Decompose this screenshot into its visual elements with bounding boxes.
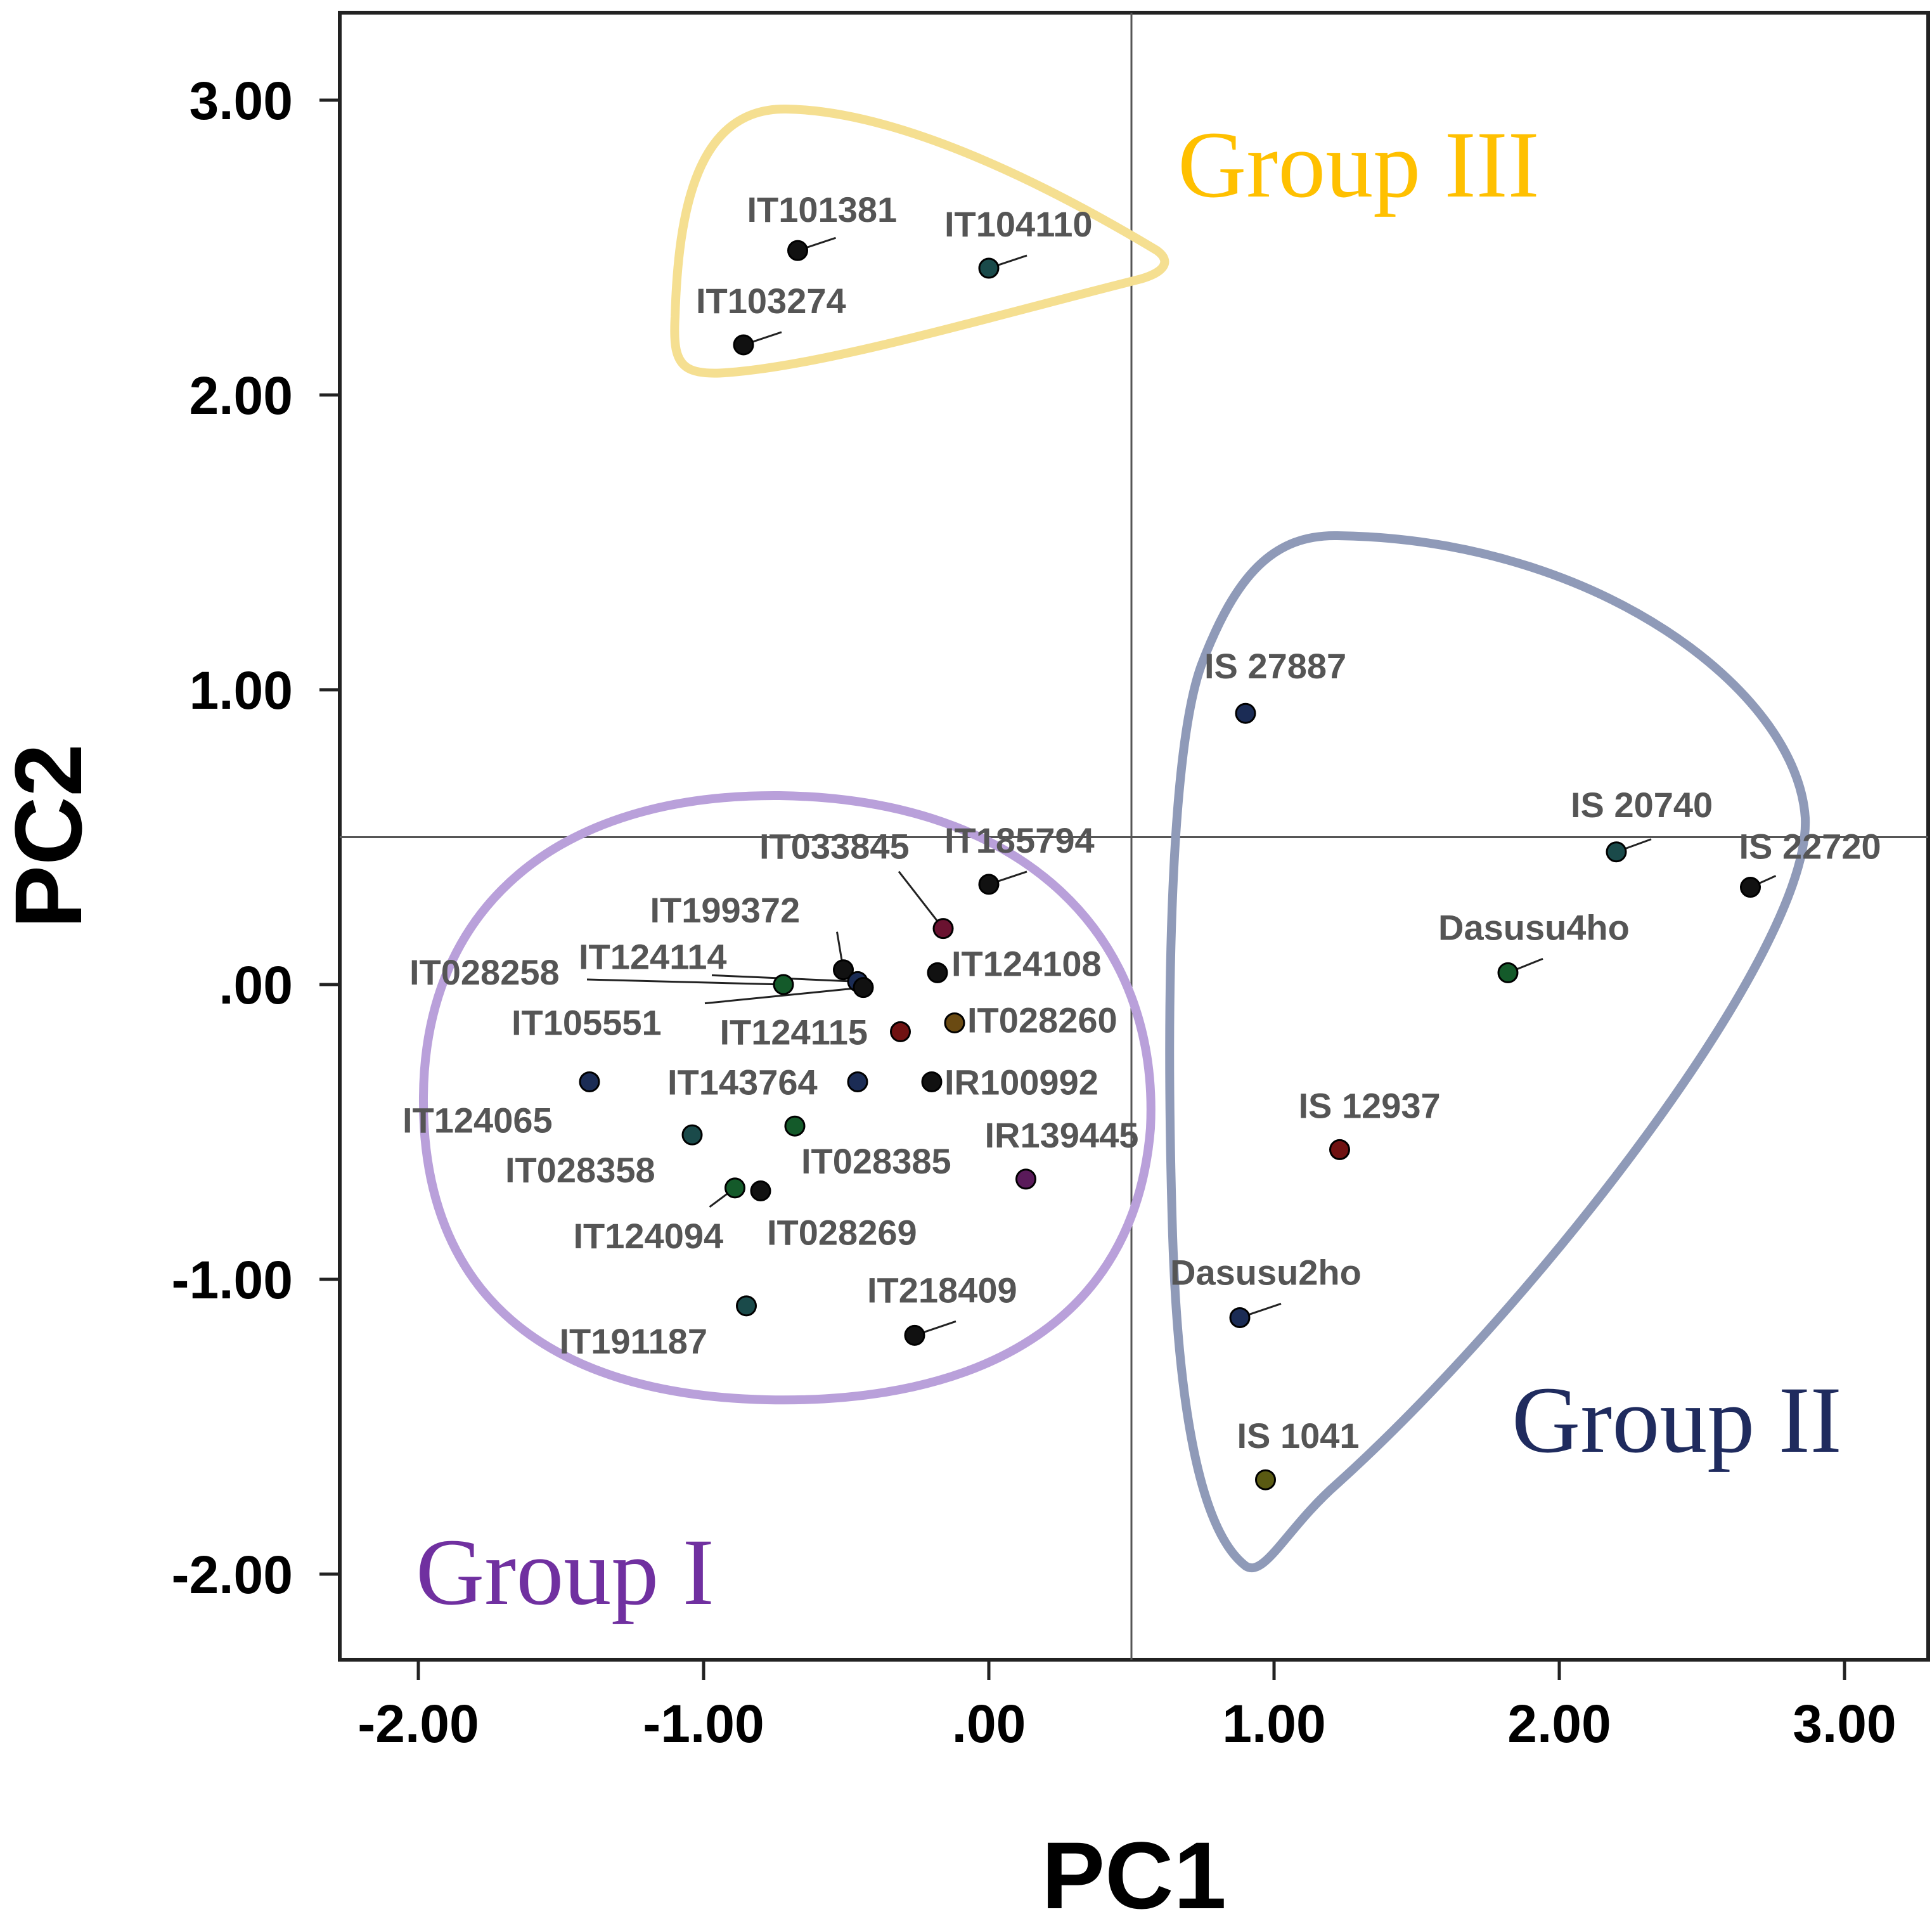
point-label-it028258: IT028258 [409,952,560,992]
point-label-it218409: IT218409 [867,1270,1017,1310]
point-label-it124094: IT124094 [574,1216,724,1256]
point-it104110 [978,257,1000,279]
point-label-is-12937: IS 12937 [1299,1085,1441,1125]
data-points [579,240,1761,1490]
point-ir100992 [921,1071,943,1092]
x-tick-label: 3.00 [1793,1694,1897,1754]
point-it124094 [724,1177,745,1199]
y-axis-ticks: -2.00 -1.00 .00 1.00 2.00 3.00 [172,71,340,1605]
point-it101381 [787,240,808,261]
point-label-it124115: IT124115 [720,1012,868,1052]
reference-lines [340,13,1928,1660]
leader-it028258 [586,978,784,986]
point-label-it124065: IT124065 [402,1100,553,1140]
group-2-label: Group II [1512,1367,1842,1473]
point-it028358 [681,1124,703,1146]
group-outlines [418,104,1810,1573]
group-3-label: Group III [1178,112,1540,217]
point-label-dasusu4ho: Dasusu4ho [1438,907,1630,947]
point-label-it124108: IT124108 [951,943,1102,983]
y-tick-label: 2.00 [190,366,293,425]
point-dasusu2ho [1229,1307,1251,1328]
point-label-is-20740: IS 20740 [1571,785,1713,825]
x-axis-ticks: -2.00 -1.00 .00 1.00 2.00 3.00 [357,1660,1897,1754]
x-tick-label: 1.00 [1222,1694,1326,1754]
point-label-it028269: IT028269 [767,1213,917,1253]
y-tick-label: -2.00 [172,1545,293,1605]
point-label-is-22720: IS 22720 [1739,827,1881,867]
point-it028260 [944,1012,965,1033]
point-it124065 [579,1071,600,1092]
point-is-1041 [1255,1469,1276,1490]
point-label-it103274: IT103274 [696,281,846,321]
group-1-label: Group I [416,1520,714,1625]
point-label-it124114: IT124114 [579,936,727,976]
point-it103274 [733,334,754,356]
y-tick-label: 3.00 [190,71,293,131]
point-it185794 [978,874,1000,895]
point-it191187 [736,1295,757,1317]
point-label-it104110: IT104110 [944,204,1093,244]
x-tick-label: 2.00 [1507,1694,1611,1754]
point-it143764 [847,1071,868,1092]
leader-it105551 [704,986,864,1005]
group-3-outline [670,104,1169,378]
point-it218409 [904,1324,925,1346]
point-label-it028385: IT028385 [801,1141,951,1181]
point-ir139445 [1015,1168,1036,1190]
point-is-12937 [1329,1139,1350,1160]
point-label-it191187: IT191187 [560,1321,708,1361]
point-label-ir100992: IR100992 [944,1062,1098,1102]
point-label-is-27887: IS 27887 [1204,646,1346,686]
point-label-it105551: IT105551 [512,1003,662,1043]
point-label-dasusu2ho: Dasusu2ho [1170,1252,1362,1292]
point-label-it185794: IT185794 [944,820,1095,860]
leader-it033845 [898,870,944,929]
y-tick-label: 1.00 [190,661,293,720]
x-tick-label: -2.00 [357,1694,479,1754]
point-dasusu4ho [1497,962,1519,983]
point-label-is-1041: IS 1041 [1237,1416,1360,1456]
point-labels: IT101381 IT104110 IT103274 IS 27887 IS 20740… [402,190,1881,1456]
y-tick-label: .00 [219,955,293,1015]
point-is-27887 [1235,702,1256,724]
point-label-it028260: IT028260 [967,1000,1117,1040]
group-2-outline [1165,531,1810,1573]
point-is-20740 [1606,841,1627,863]
point-label-it199372: IT199372 [650,890,801,930]
point-label-it028358: IT028358 [505,1150,655,1190]
point-is-22720 [1740,877,1761,898]
point-it199372 [833,959,854,981]
point-it028269 [750,1180,771,1201]
point-it124108 [927,962,948,983]
point-label-ir139445: IR139445 [985,1115,1139,1155]
x-tick-label: -1.00 [643,1694,764,1754]
point-label-it143764: IT143764 [667,1062,818,1102]
point-it028385 [784,1115,806,1137]
point-it033845 [932,918,954,940]
x-axis-title: PC1 [1041,1822,1227,1919]
point-label-it033845: IT033845 [759,827,910,867]
group-1-outline [418,791,1156,1405]
point-label-it101381: IT101381 [747,190,898,229]
y-tick-label: -1.00 [172,1250,293,1310]
point-it028258 [773,974,794,995]
point-it105551 [853,977,874,998]
x-tick-label: .00 [952,1694,1026,1754]
point-it124115 [890,1021,911,1042]
y-axis-title: PC2 [0,744,101,929]
